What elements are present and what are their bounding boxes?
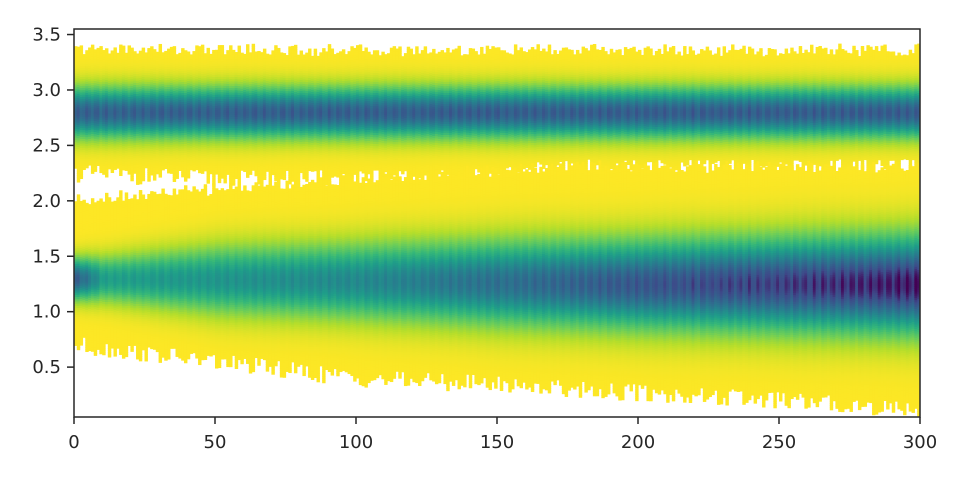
heatmap-cell xyxy=(77,194,80,197)
heatmap-cell xyxy=(80,45,83,48)
heatmap-cell xyxy=(82,200,85,203)
heatmap-cell xyxy=(91,45,94,48)
heatmap-cells xyxy=(74,44,921,417)
